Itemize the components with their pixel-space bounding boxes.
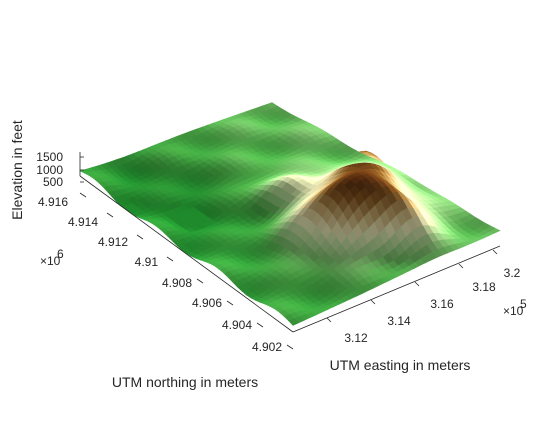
x-axis-ticks: 3.12 3.14 3.16 3.18 3.2: [326, 249, 521, 345]
surface-cell: [266, 102, 278, 109]
x-axis-label: UTM easting in meters: [330, 357, 471, 373]
z-tick-label: 500: [43, 175, 63, 189]
y-tick-label: 4.912: [98, 235, 128, 249]
x-exponent-power: 5: [520, 297, 527, 311]
z-axis-label: Elevation in feet: [9, 120, 25, 220]
y-exponent-power: 6: [57, 247, 64, 261]
y-tick-mark: [226, 300, 234, 306]
y-axis-line: [79, 175, 294, 333]
x-tick-mark: [326, 317, 332, 323]
y-exponent-base: ×10: [40, 254, 61, 268]
x-tick-label: 3.16: [430, 297, 454, 311]
y-axis-exponent: ×10 6: [40, 247, 64, 268]
z-axis-ticks: 500 1000 1500: [36, 150, 84, 189]
x-tick-mark: [458, 263, 464, 269]
x-axis-line: [292, 245, 501, 333]
x-tick-label: 3.14: [387, 314, 411, 328]
y-tick-mark: [286, 344, 294, 350]
y-tick-mark: [166, 256, 174, 262]
z-tick-label: 1000: [36, 163, 63, 177]
y-tick-mark: [79, 192, 87, 198]
y-tick-mark: [136, 234, 144, 240]
x-axis-exponent: ×10 5: [503, 297, 527, 318]
z-tick-label: 1500: [36, 150, 63, 164]
y-tick-label: 4.914: [68, 215, 98, 229]
y-tick-mark: [256, 322, 264, 328]
y-tick-mark: [196, 278, 204, 284]
x-tick-mark: [370, 299, 376, 305]
y-tick-mark: [106, 212, 114, 218]
y-axis-ticks: 4.902 4.904 4.906 4.908 4.91 4.912 4.914…: [38, 192, 294, 354]
y-tick-label: 4.906: [192, 296, 222, 310]
y-axis-label: UTM northing in meters: [112, 374, 258, 390]
y-tick-label: 4.916: [38, 195, 68, 209]
y-tick-label: 4.908: [162, 276, 192, 290]
y-tick-label: 4.91: [135, 255, 159, 269]
y-tick-label: 4.904: [222, 318, 252, 332]
terrain-surface: [79, 102, 501, 326]
x-tick-mark: [492, 249, 498, 255]
x-exponent-base: ×10: [503, 304, 524, 318]
x-tick-mark: [414, 281, 420, 287]
x-tick-label: 3.12: [344, 331, 368, 345]
x-tick-label: 3.2: [504, 266, 521, 280]
x-tick-label: 3.18: [472, 280, 496, 294]
y-tick-label: 4.902: [252, 340, 282, 354]
